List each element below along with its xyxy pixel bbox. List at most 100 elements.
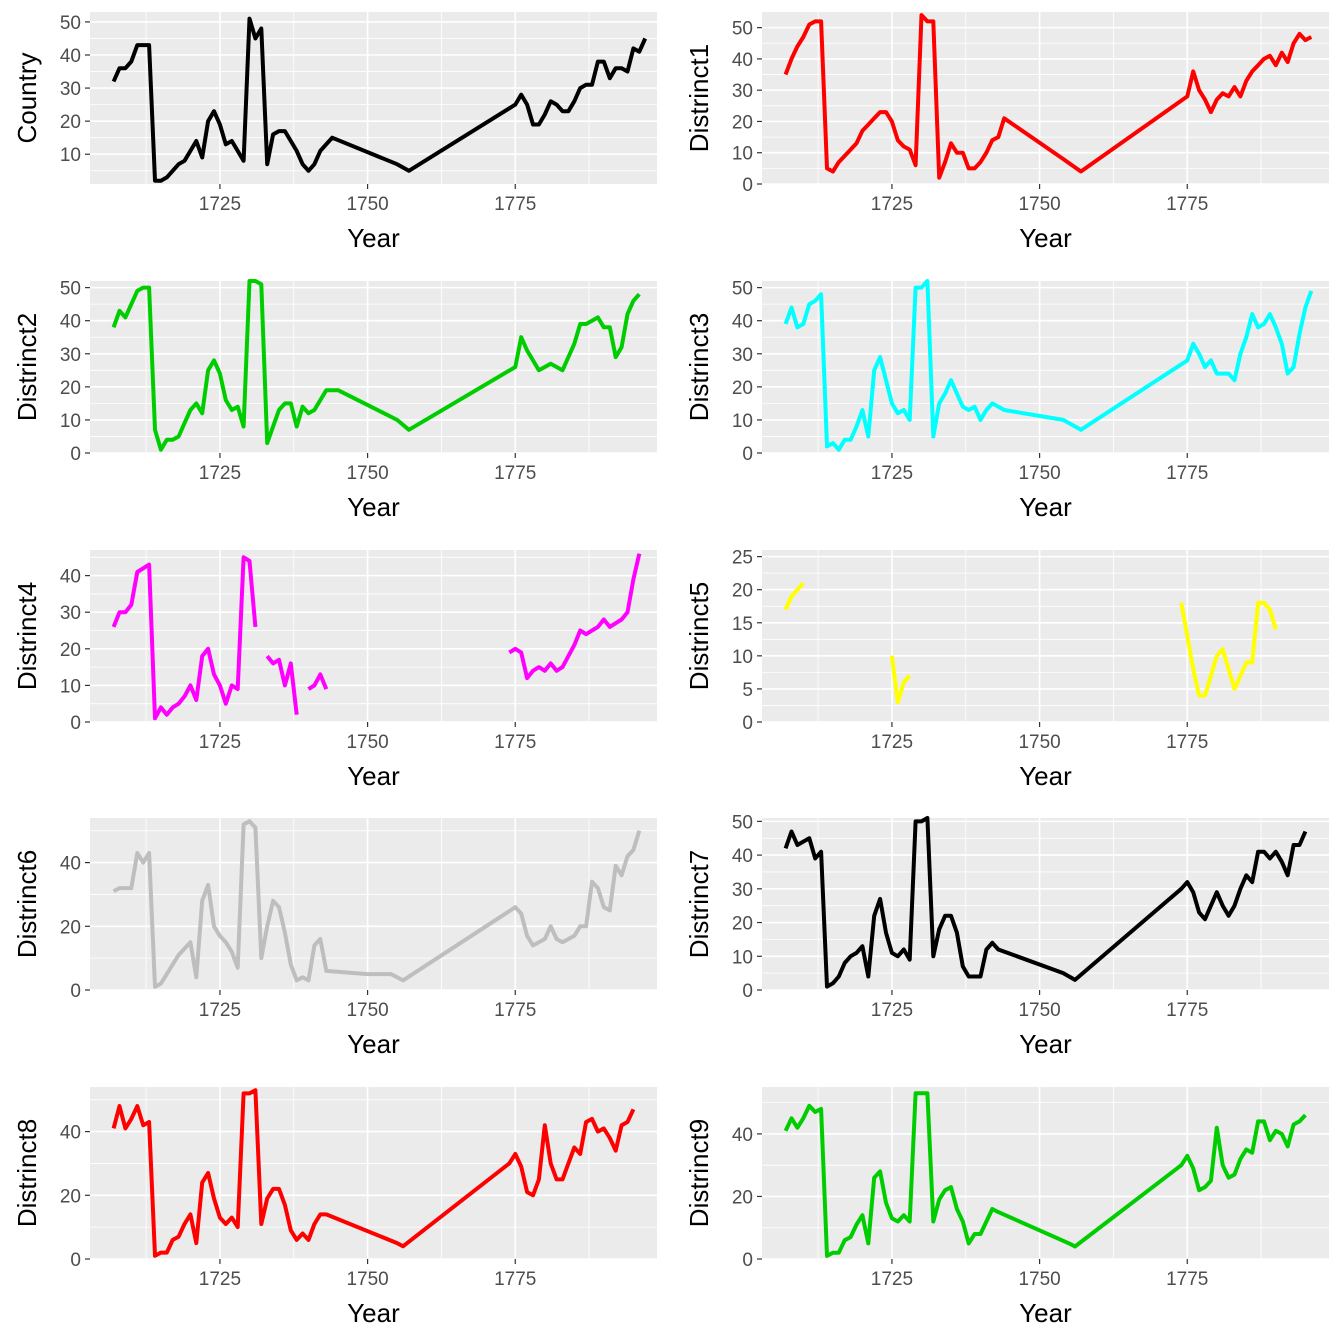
- y-tick-label: 40: [60, 312, 81, 333]
- y-tick-label: 40: [60, 854, 81, 875]
- x-axis-title: Year: [347, 1298, 400, 1328]
- x-tick-label: 1750: [346, 1000, 388, 1021]
- panel-4: 0 10 20 30 40 1725 1750 1775 Year Distrinct4: [12, 550, 657, 791]
- y-tick-label: 50: [732, 19, 753, 40]
- x-tick-label: 1775: [1166, 463, 1208, 484]
- series-line: [1179, 600, 1278, 698]
- y-tick-label: 40: [732, 50, 753, 71]
- y-tick-label: 30: [732, 81, 753, 102]
- panel-6: 0 20 40 1725 1750 1775 Year Distrinct6: [12, 818, 657, 1059]
- x-axis-title: Year: [347, 492, 400, 522]
- y-tick-label: 40: [60, 567, 81, 588]
- y-axis-title: Distrinct7: [684, 850, 714, 958]
- series-line: [112, 819, 642, 989]
- series-line: [111, 279, 641, 452]
- panel-3: 0 10 20 30 40 50 1725 1750 1775 Year Distrinct3: [684, 279, 1329, 522]
- panel-9: 0 20 40 1725 1750 1775 Year Distrinct9: [684, 1087, 1329, 1328]
- plot-background: [762, 281, 1329, 453]
- series-line: [111, 16, 648, 183]
- y-tick-label: 10: [732, 947, 753, 968]
- y-tick-label: 40: [732, 312, 753, 333]
- x-tick-label: 1750: [346, 1269, 388, 1290]
- y-tick-label: 50: [732, 812, 753, 833]
- series-line: [783, 581, 805, 611]
- y-tick-label: 20: [60, 917, 81, 938]
- plot-background: [90, 1087, 657, 1259]
- panel-2: 0 10 20 30 40 50 1725 1750 1775 Year Distrinct2: [12, 279, 657, 522]
- x-tick-label: 1775: [494, 1000, 536, 1021]
- y-tick-label: 40: [732, 1125, 753, 1146]
- x-tick-label: 1725: [871, 463, 913, 484]
- x-axis-title: Year: [1019, 1029, 1072, 1059]
- y-tick-label: 30: [732, 345, 753, 366]
- x-axis-title: Year: [347, 1029, 400, 1059]
- x-tick-label: 1775: [1166, 732, 1208, 753]
- x-axis-title: Year: [1019, 1298, 1072, 1328]
- x-tick-label: 1775: [1166, 1269, 1208, 1290]
- y-tick-label: 50: [60, 13, 81, 34]
- y-tick-label: 40: [732, 846, 753, 867]
- y-tick-label: 20: [732, 1187, 753, 1208]
- x-tick-label: 1750: [1018, 1269, 1060, 1290]
- y-tick-label: 0: [742, 1250, 753, 1271]
- y-tick-label: 0: [70, 444, 81, 465]
- series-line: [783, 816, 1308, 989]
- series-line: [265, 654, 299, 715]
- series-line: [307, 672, 329, 691]
- x-tick-label: 1750: [346, 463, 388, 484]
- series-line: [783, 13, 1313, 180]
- x-axis-title: Year: [347, 223, 400, 253]
- y-tick-label: 10: [60, 676, 81, 697]
- series-line: [111, 555, 258, 721]
- y-tick-label: 25: [732, 548, 753, 569]
- y-tick-label: 20: [60, 112, 81, 133]
- y-tick-label: 20: [732, 581, 753, 602]
- y-tick-label: 0: [742, 981, 753, 1002]
- y-axis-title: Country: [12, 52, 42, 143]
- series-line: [111, 1088, 636, 1258]
- y-axis-title: Distrinct2: [12, 313, 42, 421]
- x-tick-label: 1725: [871, 194, 913, 215]
- y-tick-label: 15: [732, 614, 753, 635]
- x-tick-label: 1750: [1018, 194, 1060, 215]
- y-axis-title: Distrinct5: [684, 582, 714, 690]
- y-tick-label: 0: [70, 981, 81, 1002]
- x-tick-label: 1775: [1166, 194, 1208, 215]
- y-tick-label: 20: [732, 914, 753, 935]
- y-tick-label: 20: [732, 378, 753, 399]
- series-line: [508, 553, 642, 681]
- y-tick-label: 30: [60, 603, 81, 624]
- y-tick-label: 20: [60, 640, 81, 661]
- y-axis-title: Distrinct6: [12, 850, 42, 958]
- x-tick-label: 1725: [871, 1000, 913, 1021]
- panel-0: 10 20 30 40 50 1725 1750 1775 Year Country: [12, 12, 657, 253]
- x-tick-label: 1775: [494, 732, 536, 753]
- y-tick-label: 30: [60, 79, 81, 100]
- x-tick-label: 1750: [1018, 732, 1060, 753]
- plot-background: [762, 818, 1329, 990]
- series-line: [783, 1091, 1307, 1258]
- series-line: [889, 655, 912, 705]
- y-axis-title: Distrinct3: [684, 313, 714, 421]
- y-tick-label: 40: [60, 46, 81, 67]
- x-tick-label: 1725: [199, 732, 241, 753]
- y-axis-title: Distrinct4: [12, 582, 42, 690]
- x-tick-label: 1750: [1018, 1000, 1060, 1021]
- panel-8: 0 20 40 1725 1750 1775 Year Distrinct8: [12, 1087, 657, 1328]
- x-axis-title: Year: [1019, 492, 1072, 522]
- y-tick-label: 0: [70, 1250, 81, 1271]
- x-tick-label: 1750: [346, 732, 388, 753]
- y-axis-title: Distrinct1: [684, 44, 714, 152]
- y-tick-label: 10: [732, 411, 753, 432]
- y-tick-label: 10: [60, 145, 81, 166]
- x-tick-label: 1775: [494, 1269, 536, 1290]
- y-tick-label: 10: [732, 144, 753, 165]
- x-axis-title: Year: [1019, 761, 1072, 791]
- y-tick-label: 0: [70, 713, 81, 734]
- plot-background: [762, 12, 1329, 184]
- y-axis-title: Distrinct8: [12, 1119, 42, 1227]
- x-tick-label: 1725: [871, 1269, 913, 1290]
- panel-7: 0 10 20 30 40 50 1725 1750 1775 Year Distrinct7: [684, 812, 1329, 1059]
- x-tick-label: 1725: [199, 194, 241, 215]
- x-tick-label: 1775: [494, 194, 536, 215]
